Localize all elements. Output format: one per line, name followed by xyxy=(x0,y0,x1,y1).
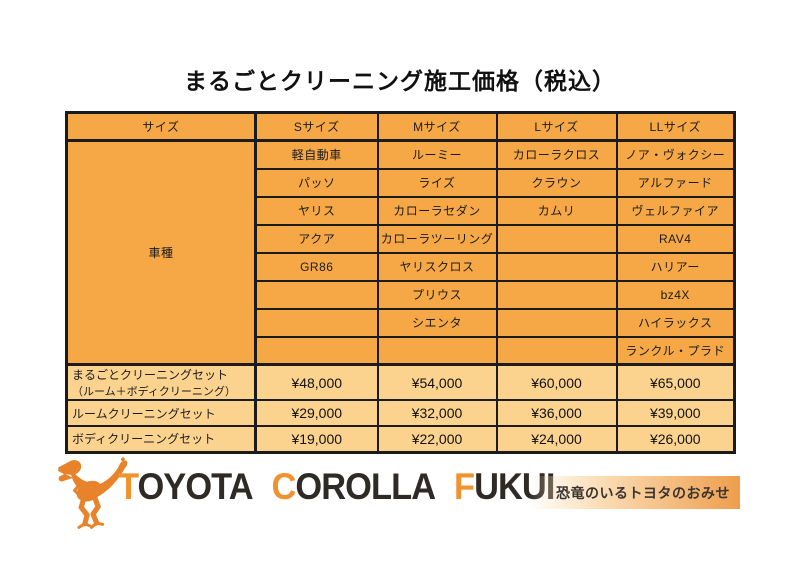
car-cell: ヤリス xyxy=(254,195,379,226)
car-cell xyxy=(254,307,379,338)
logo-word-corolla: COROLLA xyxy=(271,466,436,507)
footer-logo-area: TOYOTA COROLLA FUKUI 恐竜のいるトヨタのおみせ xyxy=(0,452,800,552)
price-cell: ¥39,000 xyxy=(615,399,736,427)
price-cell: ¥65,000 xyxy=(615,363,736,401)
car-cell: プリウス xyxy=(376,279,498,310)
car-cell: ランクル・プラド xyxy=(615,335,736,366)
price-cell: ¥19,000 xyxy=(254,425,379,453)
dealer-slogan-banner: 恐竜のいるトヨタのおみせ xyxy=(528,476,740,509)
car-cell xyxy=(495,279,618,310)
car-cell: ライズ xyxy=(376,167,498,198)
price-row-full-set: まるごとクリーニングセット （ルーム＋ボディクリーニング） ¥48,000 ¥5… xyxy=(65,363,736,401)
header-size-m: Mサイズ xyxy=(376,111,498,142)
price-cell: ¥48,000 xyxy=(254,363,379,401)
table-row: GR86 ヤリスクロス ハリアー xyxy=(67,251,736,282)
table-row: ヤリス カローラセダン カムリ ヴェルファイア xyxy=(67,195,736,226)
car-cell: GR86 xyxy=(254,251,379,282)
car-cell: カローラツーリング xyxy=(376,223,498,254)
header-size: サイズ xyxy=(65,111,257,142)
dealer-slogan-text: 恐竜のいるトヨタのおみせ xyxy=(556,484,730,501)
car-cell: シエンタ xyxy=(376,307,498,338)
cleaning-price-table: サイズ Sサイズ Mサイズ Lサイズ LLサイズ 車種 軽自動車 ルーミー カロ… xyxy=(65,111,736,454)
price-cell: ¥26,000 xyxy=(615,425,736,453)
dealer-logo-text: TOYOTA COROLLA FUKUI xyxy=(118,466,565,508)
car-cell: 軽自動車 xyxy=(254,139,379,170)
car-cell xyxy=(254,335,379,366)
car-cell: ヴェルファイア xyxy=(615,195,736,226)
car-cell: RAV4 xyxy=(615,223,736,254)
table-header-row: サイズ Sサイズ Mサイズ Lサイズ LLサイズ xyxy=(65,111,736,142)
car-cell xyxy=(495,307,618,338)
car-cell: カムリ xyxy=(495,195,618,226)
car-cell xyxy=(495,335,618,366)
car-cell: アルファード xyxy=(615,167,736,198)
car-cell: カローラクロス xyxy=(495,139,618,170)
car-cell: カローラセダン xyxy=(376,195,498,226)
dinosaur-logo-icon xyxy=(58,457,128,529)
car-cell xyxy=(376,335,498,366)
price-cell: ¥32,000 xyxy=(376,399,498,427)
car-cell: ヤリスクロス xyxy=(376,251,498,282)
table-row: パッソ ライズ クラウン アルファード xyxy=(67,167,736,198)
logo-word-toyota: TOYOTA xyxy=(118,466,254,507)
price-set-label: ルームクリーニングセット xyxy=(65,399,257,427)
header-size-s: Sサイズ xyxy=(254,111,379,142)
header-size-ll: LLサイズ xyxy=(615,111,736,142)
car-cell: ノア・ヴォクシー xyxy=(615,139,736,170)
car-cell xyxy=(495,223,618,254)
car-cell: ハリアー xyxy=(615,251,736,282)
page-title: まるごとクリーニング施工価格（税込） xyxy=(184,68,616,94)
price-cell: ¥22,000 xyxy=(376,425,498,453)
car-cell xyxy=(254,279,379,310)
price-cell: ¥29,000 xyxy=(254,399,379,427)
price-row-room-set: ルームクリーニングセット ¥29,000 ¥32,000 ¥36,000 ¥39… xyxy=(65,399,736,427)
price-cell: ¥60,000 xyxy=(495,363,618,401)
price-cell: ¥54,000 xyxy=(376,363,498,401)
price-set-label-line2: （ルーム＋ボディクリーニング） xyxy=(72,386,236,398)
price-set-label: ボディクリーニングセット xyxy=(65,425,257,453)
table-row: 車種 軽自動車 ルーミー カローラクロス ノア・ヴォクシー xyxy=(65,139,736,366)
car-cell: クラウン xyxy=(495,167,618,198)
car-cell xyxy=(495,251,618,282)
price-cell: ¥24,000 xyxy=(495,425,618,453)
header-size-l: Lサイズ xyxy=(495,111,618,142)
car-type-group-label: 車種 xyxy=(65,139,257,366)
table-row: アクア カローラツーリング RAV4 xyxy=(67,223,736,254)
car-cell: パッソ xyxy=(254,167,379,198)
car-cell: アクア xyxy=(254,223,379,254)
price-row-body-set: ボディクリーニングセット ¥19,000 ¥22,000 ¥24,000 ¥26… xyxy=(65,425,736,453)
table-row: シエンタ ハイラックス xyxy=(67,307,736,338)
car-cell: ルーミー xyxy=(376,139,498,170)
table-row: プリウス bz4X xyxy=(67,279,736,310)
price-set-label: まるごとクリーニングセット （ルーム＋ボディクリーニング） xyxy=(65,363,257,401)
car-cell: bz4X xyxy=(615,279,736,310)
price-set-label-line1: まるごとクリーニングセット xyxy=(72,368,229,382)
car-cell: ハイラックス xyxy=(615,307,736,338)
price-cell: ¥36,000 xyxy=(495,399,618,427)
table-row: ランクル・プラド xyxy=(67,335,736,366)
